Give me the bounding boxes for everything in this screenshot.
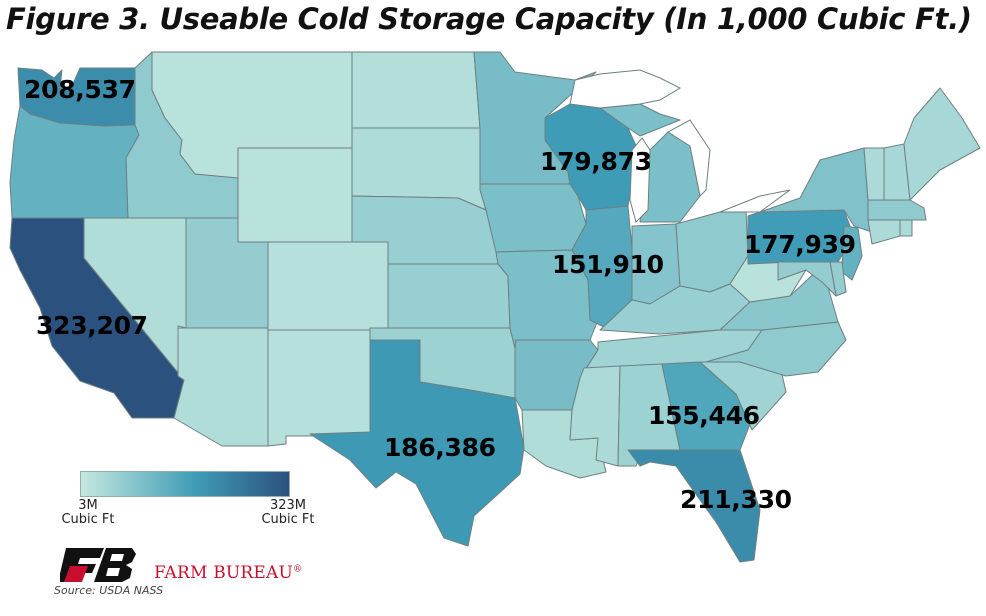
state-ma: [867, 199, 927, 221]
legend-max-unit: Cubic Ft: [261, 512, 315, 527]
value-label-fl: 211,330: [680, 485, 792, 514]
state-ks: [387, 263, 511, 329]
legend-max-label: 323M Cubic Ft: [248, 499, 328, 527]
state-ct: [867, 219, 901, 245]
lake-michigan: [629, 137, 651, 223]
state-ia: [479, 183, 587, 253]
state-md: [777, 261, 837, 297]
state-nm: [267, 329, 371, 447]
farm-bureau-logo-icon: [60, 548, 136, 582]
state-az: [173, 327, 269, 447]
legend-max-value: 323M: [269, 498, 307, 513]
legend-min-label: 3M Cubic Ft: [48, 499, 128, 527]
states-layer: [9, 51, 981, 563]
value-label-wa: 208,537: [24, 75, 136, 104]
lake-erie: [719, 189, 791, 213]
state-tx: [309, 339, 525, 547]
lake-huron: [667, 119, 711, 198]
value-label-wi: 179,873: [540, 147, 652, 176]
brand-name: FARM BUREAU®: [154, 563, 302, 583]
registered-mark: ®: [293, 564, 303, 575]
value-label-pa: 177,939: [744, 230, 856, 259]
state-ky: [599, 283, 751, 335]
value-label-ca: 323,207: [36, 311, 148, 340]
state-ri: [899, 219, 913, 237]
value-label-tx: 186,386: [384, 433, 496, 462]
lake-superior: [569, 69, 682, 109]
value-label-il: 151,910: [552, 250, 664, 279]
state-co: [267, 241, 389, 331]
value-labels: 208,537 323,207 179,873 151,910 177,939 …: [24, 75, 856, 514]
state-nd: [351, 51, 481, 129]
state-vt: [863, 147, 885, 201]
state-me: [903, 87, 981, 201]
value-label-ga: 155,446: [648, 401, 760, 430]
chart-title: Figure 3. Useable Cold Storage Capacity …: [6, 2, 972, 36]
state-il: [571, 205, 633, 331]
state-wy: [237, 147, 353, 243]
color-scale-legend: [80, 471, 290, 497]
state-fl: [627, 449, 761, 563]
brand-text: FARM BUREAU: [154, 563, 294, 583]
source-note: Source: USDA NASS: [54, 584, 164, 597]
legend-min-unit: Cubic Ft: [61, 512, 115, 527]
state-nc: [705, 321, 847, 377]
great-lakes: [569, 69, 791, 223]
legend-min-value: 3M: [78, 498, 98, 513]
